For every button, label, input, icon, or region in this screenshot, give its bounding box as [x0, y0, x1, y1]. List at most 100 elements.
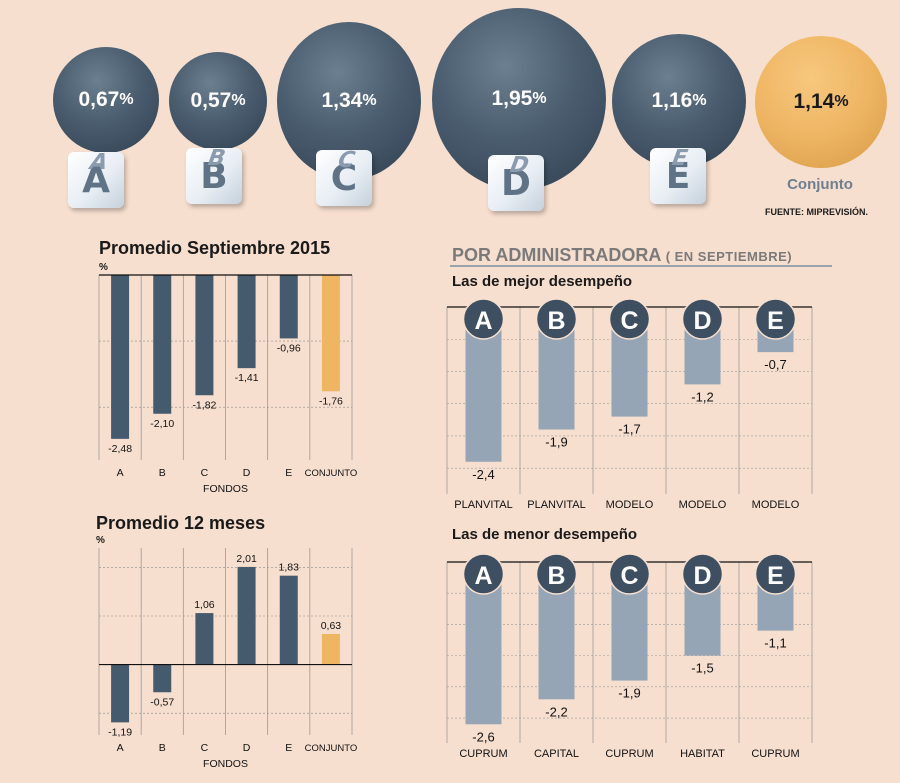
data-label: -1,41 [235, 372, 259, 384]
tick-label: B [159, 742, 166, 754]
letter-circle [462, 298, 505, 340]
administrator-name: CUPRUM [751, 748, 799, 760]
bar-d [684, 307, 721, 385]
letter-circle [681, 298, 724, 340]
data-label: 1,83 [279, 562, 300, 574]
data-label: -0,7 [764, 357, 786, 372]
data-label: -2,4 [472, 467, 494, 482]
administrator-name: CUPRUM [459, 748, 507, 760]
letter-label: A [474, 307, 492, 335]
tick-label: C [201, 467, 209, 479]
bar-c [611, 307, 648, 417]
chart2-title: Promedio 12 meses [96, 513, 266, 533]
bar-e [757, 307, 794, 353]
data-label: -2,6 [472, 729, 494, 744]
bar-c [195, 613, 214, 665]
chart1-title: Promedio Septiembre 2015 [99, 238, 331, 258]
admin-title-rule [450, 265, 832, 267]
letter-label: E [767, 307, 784, 335]
chart2-unit: % [96, 535, 105, 546]
administrator-name: CAPITAL [534, 748, 579, 760]
tick-label: B [159, 467, 166, 479]
worst-title: Las de menor desempeño [452, 526, 638, 543]
administrator-name: MODELO [752, 499, 800, 511]
letter-circle [535, 553, 578, 595]
x-axis-title: FONDOS [203, 758, 248, 770]
bar-d [237, 566, 256, 665]
bubble-a-value: 0,67 [78, 88, 120, 111]
bar-conjunto [321, 275, 340, 392]
best-title: Las de mejor desempeño [452, 273, 633, 290]
bar-d [684, 562, 721, 656]
letter-circle [754, 298, 797, 340]
data-label: -1,9 [618, 686, 640, 701]
bubble-e: 1,16% [612, 34, 746, 168]
bar-e [279, 275, 298, 339]
tick-label: A [117, 742, 124, 754]
data-label: 1,06 [194, 599, 215, 611]
data-label: -1,82 [192, 399, 216, 411]
bar-a [111, 275, 130, 439]
administrator-name: PLANVITAL [454, 499, 513, 511]
bubble-b-value: 0,57 [190, 89, 232, 112]
x-axis-title: FONDOS [203, 483, 248, 495]
chart1-unit: % [99, 262, 108, 273]
tick-label: C [201, 742, 209, 754]
tick-label: A [117, 467, 124, 479]
letter-label: D [693, 307, 711, 335]
tick-label: CONJUNTO [305, 468, 358, 479]
letter-circle [462, 553, 505, 595]
letter-circle [608, 553, 651, 595]
letter-label: E [767, 562, 784, 590]
administrator-name: PLANVITAL [527, 499, 586, 511]
letter-circle [535, 298, 578, 340]
tick-label: E [285, 467, 292, 479]
administrator-name: MODELO [679, 499, 727, 511]
bubble-conjunto-value: 1,14 [793, 90, 835, 113]
bubble-c-value: 1,34 [321, 89, 363, 112]
bar-a [465, 307, 502, 462]
bar-e [757, 562, 794, 631]
data-label: -1,19 [108, 726, 132, 738]
bar-a [465, 562, 502, 725]
bubble-d-value: 1,95 [491, 87, 533, 110]
data-label: -2,48 [108, 443, 132, 455]
data-label: -1,1 [764, 636, 786, 651]
bar-conjunto [321, 633, 340, 665]
letter-circle [754, 553, 797, 595]
letter-label: A [474, 562, 492, 590]
letter-label: D [693, 562, 711, 590]
tick-label: D [243, 467, 251, 479]
bar-b [153, 664, 172, 693]
bar-c [195, 275, 214, 396]
bar-e [279, 575, 298, 665]
tick-label: D [243, 742, 251, 754]
bubble-d: 1,95% [432, 8, 606, 190]
source-note: FUENTE: MIPREVISIÓN. [765, 207, 869, 217]
conjunto-label: Conjunto [787, 176, 853, 193]
data-label: -0,57 [150, 696, 174, 708]
tick-label: E [285, 742, 292, 754]
data-label: -2,10 [150, 418, 174, 430]
bubble-conjunto: 1,14% [755, 36, 887, 168]
data-label: -1,2 [691, 389, 713, 404]
data-label: 2,01 [236, 553, 257, 565]
letter-circle [608, 298, 651, 340]
bar-a [111, 664, 130, 723]
admin-title: POR ADMINISTRADORA ( EN SEPTIEMBRE) [452, 245, 793, 265]
data-label: -1,7 [618, 422, 640, 437]
data-label: -1,76 [319, 395, 343, 407]
data-label: -0,96 [277, 342, 301, 354]
tick-label: CONJUNTO [305, 743, 358, 754]
bar-b [538, 562, 575, 700]
bar-b [153, 275, 172, 414]
letter-label: C [620, 307, 638, 335]
letter-label: B [547, 562, 565, 590]
bubble-b: 0,57% [169, 52, 267, 150]
bubble-a: 0,67% [53, 47, 159, 153]
administrator-name: MODELO [606, 499, 654, 511]
